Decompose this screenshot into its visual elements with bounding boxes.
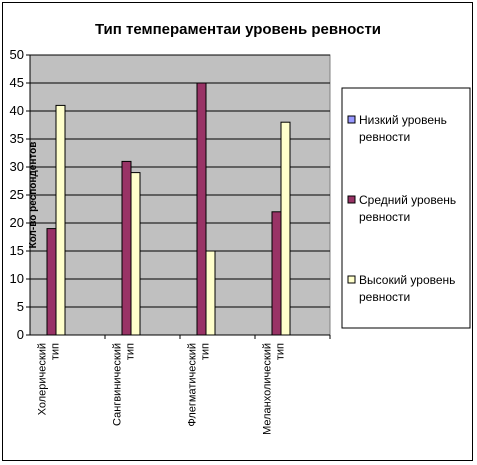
- bar: [55, 104, 66, 336]
- y-tick-label: 5: [17, 299, 24, 314]
- legend-label: Высокий уровень: [359, 273, 455, 287]
- legend: [341, 87, 471, 329]
- legend-swatch: [347, 195, 356, 204]
- x-category-label: тип: [200, 343, 212, 360]
- y-axis-label: Кол-во респондентов: [28, 142, 39, 249]
- y-axis-ticks: 0 5 10 15 20 25 30 35 40 45 50: [10, 47, 30, 342]
- x-category-label: тип: [50, 343, 62, 360]
- chart-title: Тип темпераментаи уровень ревности: [95, 21, 381, 38]
- x-category-label: тип: [275, 343, 287, 360]
- y-tick-label: 25: [10, 187, 24, 202]
- y-tick-label: 0: [17, 327, 24, 342]
- y-tick-label: 40: [10, 103, 24, 118]
- y-tick-label: 20: [10, 215, 24, 230]
- x-category-label: Холерический: [37, 343, 49, 415]
- bar: [130, 172, 141, 336]
- bar: [271, 211, 282, 336]
- y-tick-label: 10: [10, 271, 24, 286]
- legend-label: Низкий уровень: [359, 113, 447, 127]
- bar: [46, 228, 57, 336]
- legend-label: ревности: [359, 130, 410, 144]
- y-tick-label: 15: [10, 243, 24, 258]
- x-category-label: Меланхолический: [262, 343, 274, 435]
- x-category-label: Флегматический: [187, 343, 199, 427]
- bar: [196, 82, 207, 336]
- legend-label: ревности: [359, 290, 410, 304]
- legend-items: Низкий уровень ревности Средний уровень рев…: [347, 113, 456, 304]
- legend-swatch: [347, 115, 356, 124]
- bar: [280, 121, 291, 336]
- x-axis-category-labels: Холерический тип Сангвинический тип Флегмати…: [37, 335, 331, 435]
- y-tick-label: 50: [10, 47, 24, 62]
- bar: [121, 160, 132, 336]
- x-category-label: Сангвинический: [112, 343, 124, 426]
- legend-swatch: [347, 275, 356, 284]
- y-tick-label: 35: [10, 131, 24, 146]
- y-tick-label: 30: [10, 159, 24, 174]
- y-tick-label: 45: [10, 75, 24, 90]
- x-category-label: тип: [125, 343, 137, 360]
- legend-label: ревности: [359, 210, 410, 224]
- bar: [205, 250, 216, 336]
- legend-label: Средний уровень: [359, 193, 456, 207]
